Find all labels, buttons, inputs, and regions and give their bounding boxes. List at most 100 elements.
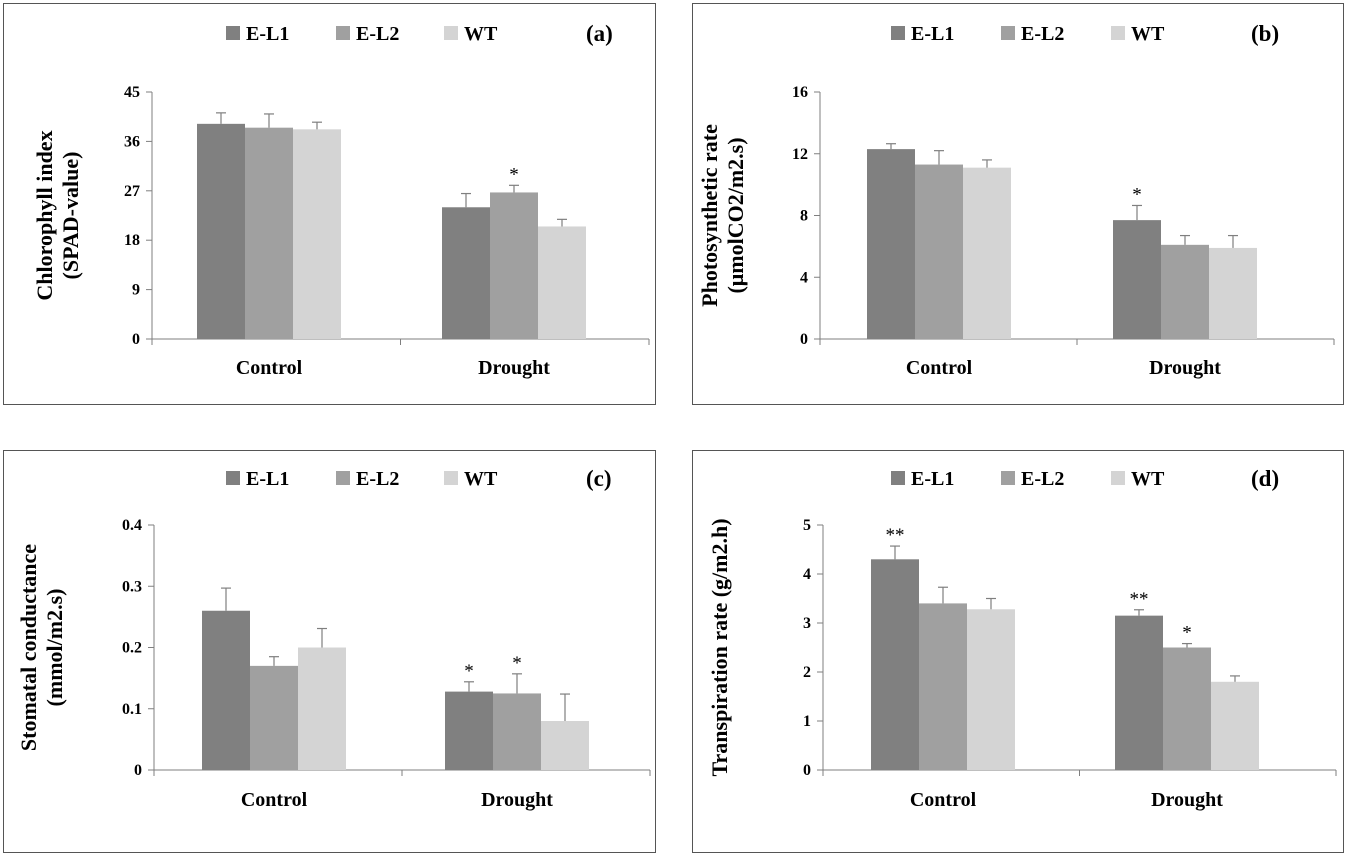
y-tick-label: 5 [803,517,811,534]
legend-label: WT [464,23,498,45]
legend-swatch [226,471,240,485]
bar-wt-drought [1211,681,1259,770]
y-tick-label: 0 [132,331,140,348]
y-tick-label: 0.4 [122,517,142,534]
significance-marker: * [1132,184,1142,205]
x-category-label: Control [241,789,308,811]
significance-marker: * [512,653,522,674]
bar-e-l1-drought [1113,220,1161,339]
y-tick-label: 16 [792,84,808,101]
y-tick-label: 0.2 [122,640,142,657]
bar-e-l2-drought [493,693,541,770]
bar-e-l1-control [202,610,250,770]
bar-wt-control [293,129,341,339]
legend-swatch [891,471,905,485]
legend-label: WT [464,468,498,490]
panel-label: (c) [586,466,612,491]
bar-e-l1-drought [1115,615,1163,770]
y-axis-label: Chlorophyll index [32,130,57,300]
bar-e-l2-control [915,164,963,339]
x-category-label: Control [906,357,973,379]
chart-panel-b: 0 4 8 12 16 Control Drought * E-L1 E-L2 WT (b) Photo… [692,3,1344,405]
significance-marker: ** [886,525,905,546]
legend-swatch [336,26,350,40]
y-axis-label: (μmolCO2/m2.s) [723,137,748,293]
significance-marker: * [509,164,519,185]
bar-e-l1-control [197,123,245,339]
y-tick-label: 27 [124,183,140,200]
chart-svg: 0 4 8 12 16 Control Drought * E-L1 E-L2 WT (b) Photo… [697,21,1335,379]
x-category-label: Control [236,357,303,379]
legend-label: E-L1 [246,468,289,490]
legend-label: WT [1131,468,1165,490]
bar-wt-control [967,609,1015,770]
legend-label: E-L2 [356,468,399,490]
legend-label: E-L1 [246,23,289,45]
chart-panel-a: 0 9 18 27 36 45 Control Drought * E-L1 E-L2 WT (a) Ch… [3,3,656,405]
legend-swatch [226,26,240,40]
legend-swatch [1111,26,1125,40]
y-tick-label: 3 [803,615,811,632]
legend-label: E-L1 [911,23,954,45]
legend-swatch [444,26,458,40]
bar-e-l2-control [250,665,298,770]
bar-e-l1-control [871,559,919,770]
y-tick-label: 0.1 [122,701,142,718]
x-category-label: Drought [1151,789,1223,811]
y-tick-label: 0 [803,762,811,779]
x-category-label: Drought [1149,357,1221,379]
x-category-label: Drought [478,357,550,379]
bar-wt-control [963,167,1011,339]
y-axis-label: Transpiration rate (g/m2.h) [707,518,732,776]
panel-label: (b) [1251,21,1279,46]
bar-e-l1-drought [442,207,490,339]
legend-swatch [336,471,350,485]
y-tick-label: 9 [132,282,140,299]
bar-wt-drought [1209,247,1257,339]
legend-swatch [891,26,905,40]
legend-swatch [1001,471,1015,485]
y-tick-label: 18 [124,232,140,249]
y-tick-label: 1 [803,713,811,730]
y-tick-label: 12 [792,146,808,163]
chart-svg: 0 0.1 0.2 0.3 0.4 Control Drought * * E-L1 E-L2 WT (… [16,466,651,811]
y-tick-label: 0.3 [122,578,142,595]
bar-e-l1-control [867,149,915,339]
panel-label: (a) [586,21,613,46]
legend-label: E-L2 [1021,468,1064,490]
legend-swatch [444,471,458,485]
y-tick-label: 2 [803,664,811,681]
chart-svg: 0 9 18 27 36 45 Control Drought * E-L1 E-L2 WT (a) Ch… [32,21,650,379]
bar-e-l2-drought [490,192,538,339]
bar-wt-drought [538,226,586,339]
legend-swatch [1001,26,1015,40]
significance-marker: ** [1130,589,1149,610]
y-tick-label: 4 [800,269,808,286]
y-axis-label: Stomatal conductance [16,544,41,751]
x-category-label: Control [910,789,977,811]
legend-label: E-L2 [1021,23,1064,45]
chart-panel-d: 0 1 2 3 4 5 Control Drought ** ** * E-L1 E-L2 WT (d) Tr… [692,450,1344,853]
significance-marker: * [1182,623,1192,644]
y-axis-label: (mmol/m2.s) [42,589,67,707]
y-tick-label: 4 [803,566,811,583]
y-tick-label: 36 [124,133,140,150]
bar-wt-drought [541,721,589,770]
y-tick-label: 45 [124,84,140,101]
chart-panel-c: 0 0.1 0.2 0.3 0.4 Control Drought * * E-L1 E-L2 WT (… [3,450,656,853]
y-axis-label: Photosynthetic rate [697,124,722,307]
y-axis-label: (SPAD-value) [58,152,83,280]
y-tick-label: 0 [134,762,142,779]
bar-e-l2-drought [1161,244,1209,339]
bar-e-l2-control [245,127,293,339]
bar-e-l2-control [919,603,967,770]
bar-e-l2-drought [1163,647,1211,770]
panel-label: (d) [1251,466,1279,491]
significance-marker: * [464,661,474,682]
bar-e-l1-drought [445,691,493,770]
bar-wt-control [298,647,346,770]
legend-label: WT [1131,23,1165,45]
legend-swatch [1111,471,1125,485]
x-category-label: Drought [481,789,553,811]
